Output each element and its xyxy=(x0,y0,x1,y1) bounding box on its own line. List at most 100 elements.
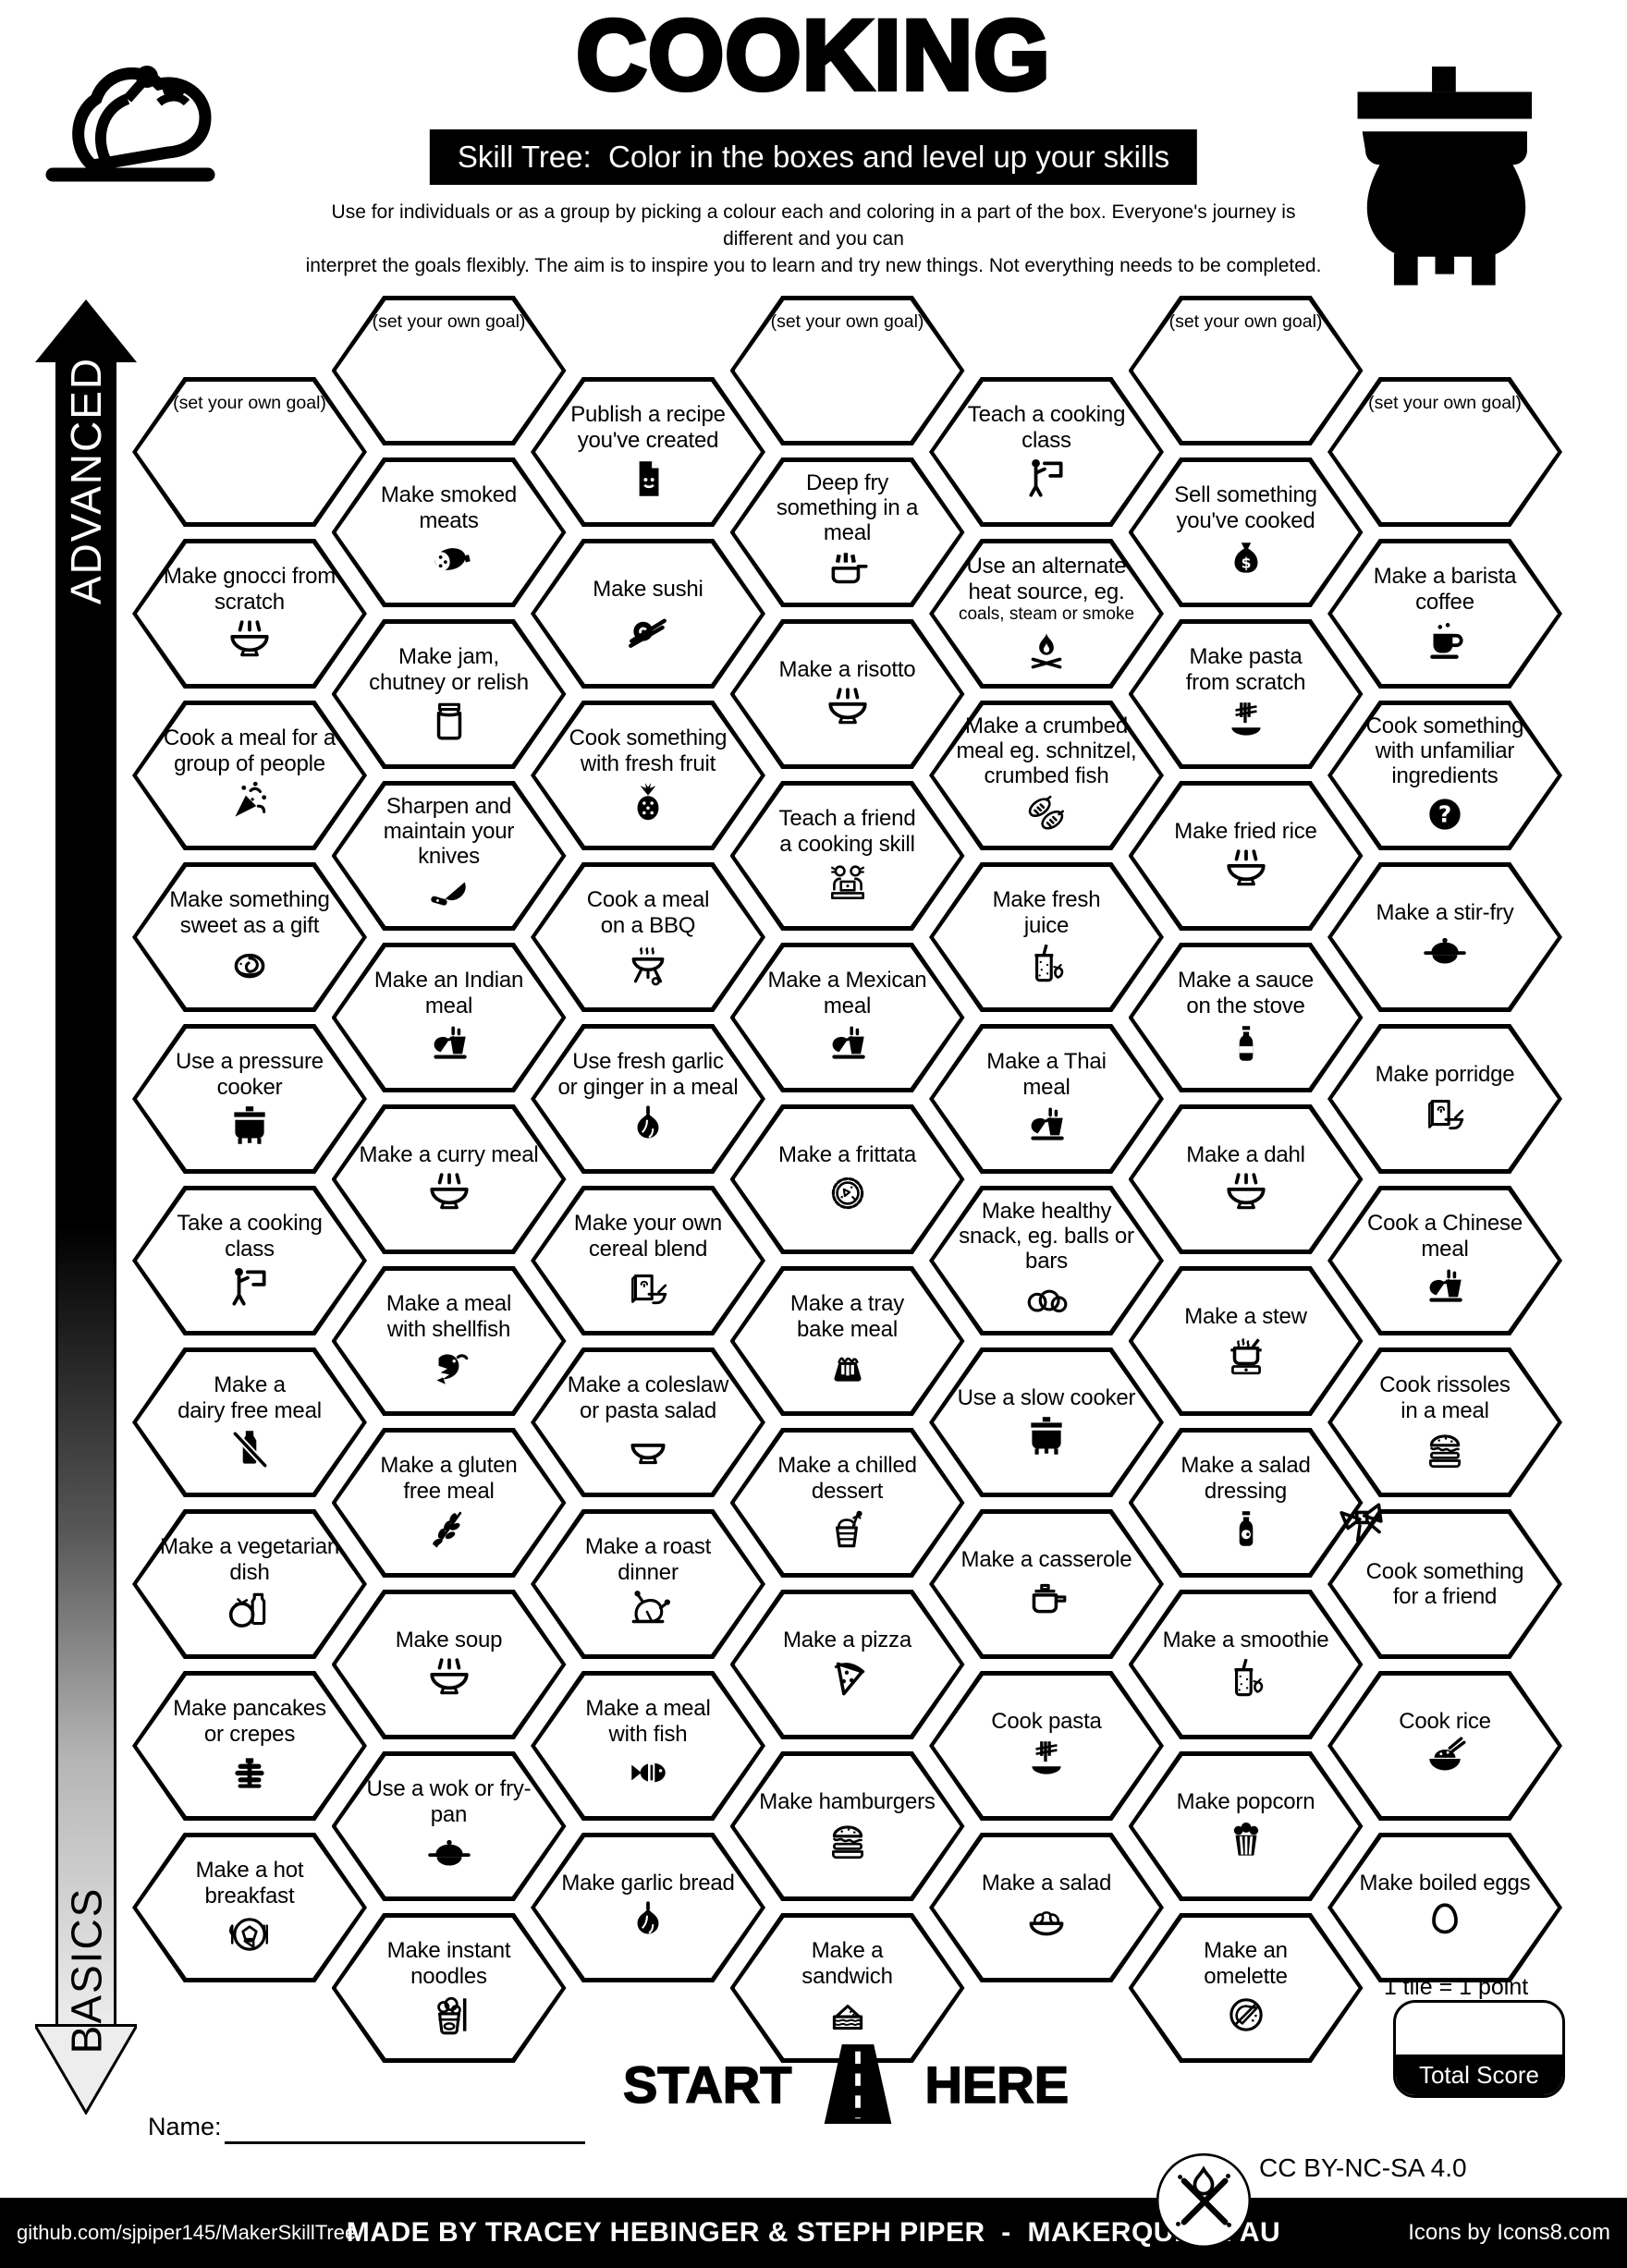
skill-hex-tile[interactable]: Make a Thai meal xyxy=(929,1024,1164,1174)
skill-hex-tile[interactable]: Make a Mexican meal xyxy=(729,943,965,1092)
name-input-line[interactable] xyxy=(225,2141,585,2144)
skill-hex-tile[interactable]: Make a gluten free meal xyxy=(331,1428,567,1578)
skill-hex-tile[interactable]: Make a vegetarian dish xyxy=(132,1509,367,1659)
skill-hex-tile[interactable]: Cook rice xyxy=(1327,1671,1562,1821)
hex-background xyxy=(934,1029,1159,1169)
skill-hex-tile[interactable]: Make fried rice xyxy=(1128,781,1364,931)
skill-hex-tile[interactable]: Make a barista coffee xyxy=(1327,539,1562,689)
hex-content: Make instant noodles xyxy=(336,1918,562,2058)
skill-hex-tile[interactable]: Cook pasta xyxy=(929,1671,1164,1821)
skill-hex-tile[interactable]: Deep fry something in a meal xyxy=(729,457,965,607)
skill-hex-tile[interactable]: Make a stew xyxy=(1128,1266,1364,1416)
skill-hex-tile[interactable]: Make a casserole xyxy=(929,1509,1164,1659)
skill-hex-tile[interactable]: Teach a friend a cooking skill xyxy=(729,781,965,931)
skill-hex-tile[interactable]: Use a wok or fry-pan xyxy=(331,1751,567,1901)
skill-hex-tile[interactable]: Make pancakes or crepes xyxy=(132,1671,367,1821)
skill-hex-tile[interactable]: Cook something for a friend xyxy=(1327,1503,1562,1659)
skill-hex-tile[interactable]: Cook something with unfamiliar ingredien… xyxy=(1327,701,1562,850)
skill-hex-tile[interactable]: Make hamburgers xyxy=(729,1751,965,1901)
skill-hex-tile[interactable]: Make a crumbed meal eg. schnitzel, crumb… xyxy=(929,701,1164,850)
skill-hex-tile[interactable]: Cook a meal for a group of people xyxy=(132,701,367,850)
skill-hex-tile[interactable]: Make a stir-fry xyxy=(1327,862,1562,1012)
license-text: CC BY-NC-SA 4.0 xyxy=(1259,2153,1467,2182)
skill-hex-tile[interactable]: Make a tray bake meal xyxy=(729,1266,965,1416)
skill-hex-tile[interactable]: Make an Indian meal xyxy=(331,943,567,1092)
skill-hex-tile[interactable]: Make a chilled dessert xyxy=(729,1428,965,1578)
goal-hex-tile[interactable]: (set your own goal) xyxy=(331,296,567,445)
skill-hex-tile[interactable]: Make your own cereal blend xyxy=(531,1186,765,1335)
skill-hex-tile[interactable]: Make garlic bread xyxy=(531,1833,765,1982)
skill-hex-tile[interactable]: Make gnocci from scratch xyxy=(132,539,367,689)
tile-label: Make a pizza xyxy=(783,1627,911,1652)
goal-hex-tile[interactable]: (set your own goal) xyxy=(1327,377,1562,527)
skill-hex-tile[interactable]: Sharpen and maintain your knives xyxy=(331,781,567,931)
hex-content: Use a wok or fry-pan xyxy=(336,1756,562,1896)
skill-hex-tile[interactable]: Publish a recipe you've created xyxy=(531,377,765,527)
skill-hex-tile[interactable]: Make a meal with shellfish xyxy=(331,1266,567,1416)
skill-hex-tile[interactable]: Make a roast dinner xyxy=(531,1509,765,1659)
sandwich-icon xyxy=(832,2004,862,2030)
skill-hex-tile[interactable]: Make a coleslaw or pasta salad xyxy=(531,1347,765,1497)
skill-hex-tile[interactable]: Make popcorn xyxy=(1128,1751,1364,1901)
skill-hex-tile[interactable]: Make a curry meal xyxy=(331,1104,567,1254)
skill-hex-tile[interactable]: Cook rissoles in a meal xyxy=(1327,1347,1562,1497)
hex-content: Make healthy snack, eg. balls or bars xyxy=(934,1190,1159,1331)
skill-hex-tile[interactable]: Make smoked meats xyxy=(331,457,567,607)
skill-hex-tile[interactable]: Cook something with fresh fruit xyxy=(531,701,765,850)
skill-hex-tile[interactable]: Use a pressure cooker xyxy=(132,1024,367,1174)
sushi-roll-icon xyxy=(629,618,667,649)
tile-label: Use a wok or fry-pan xyxy=(366,1776,532,1827)
skill-hex-tile[interactable]: Take a cooking class xyxy=(132,1186,367,1335)
skill-hex-tile[interactable]: Teach a cooking class xyxy=(929,377,1164,527)
goal-hex-tile[interactable]: (set your own goal) xyxy=(729,296,965,445)
skill-hex-tile[interactable]: Sell something you've cooked $ xyxy=(1128,457,1364,607)
total-score-box[interactable]: Total Score xyxy=(1393,2000,1565,2098)
skill-hex-tile[interactable]: Make a meal with fish xyxy=(531,1671,765,1821)
skill-hex-tile[interactable]: Use an alternate heat source, eg. coals, … xyxy=(929,539,1164,689)
skill-hex-tile[interactable]: Make a sauce on the stove xyxy=(1128,943,1364,1092)
steaming-bowl-icon xyxy=(429,1173,469,1210)
skill-hex-tile[interactable]: Cook a meal on a BBQ xyxy=(531,862,765,1012)
skill-hex-tile[interactable]: Make pasta from scratch xyxy=(1128,619,1364,769)
skill-hex-tile[interactable]: Make a dahl xyxy=(1128,1104,1364,1254)
skill-hex-tile[interactable]: Make something sweet as a gift xyxy=(132,862,367,1012)
skill-hex-tile[interactable]: Make jam, chutney or relish xyxy=(331,619,567,769)
hex-background xyxy=(535,1514,761,1654)
tile-label: Make popcorn xyxy=(1176,1788,1315,1814)
skill-hex-tile[interactable]: Make a salad xyxy=(929,1833,1164,1982)
skill-hex-tile[interactable]: Make soup xyxy=(331,1590,567,1739)
hex-background xyxy=(934,1190,1159,1331)
hex-content: Make your own cereal blend xyxy=(535,1190,761,1331)
boiled-egg-icon xyxy=(1432,1903,1458,1934)
skill-hex-tile[interactable]: Make a hot breakfast xyxy=(132,1833,367,1982)
hex-background xyxy=(1132,1433,1359,1573)
skill-hex-tile[interactable]: Make boiled eggs xyxy=(1327,1833,1562,1982)
hex-background xyxy=(137,1352,362,1493)
skill-hex-tile[interactable]: Make a risotto xyxy=(729,619,965,769)
skill-hex-tile[interactable]: Make fresh juice xyxy=(929,862,1164,1012)
garlic-icon xyxy=(637,1901,659,1934)
skill-hex-tile[interactable]: Use a slow cooker xyxy=(929,1347,1164,1497)
skill-hex-tile[interactable]: Make instant noodles xyxy=(331,1913,567,2063)
goal-hex-tile[interactable]: (set your own goal) xyxy=(132,377,367,527)
goal-hex-tile[interactable]: (set your own goal) xyxy=(1128,296,1364,445)
skill-hex-tile[interactable]: Make sushi xyxy=(531,539,765,689)
skill-hex-tile[interactable]: Use fresh garlic or ginger in a meal xyxy=(531,1024,765,1174)
skill-hex-tile[interactable]: Make a sandwich xyxy=(729,1913,965,2063)
skill-hex-tile[interactable]: Cook a Chinese meal xyxy=(1327,1186,1562,1335)
skill-hex-tile[interactable]: Make a salad dressing xyxy=(1128,1428,1364,1578)
skill-hex-tile[interactable]: Make a pizza xyxy=(729,1590,965,1739)
skill-hex-tile[interactable]: Make a dairy free meal xyxy=(132,1347,367,1497)
skill-hex-tile[interactable]: Make an omelette xyxy=(1128,1913,1364,2063)
steaming-bowl-icon xyxy=(827,688,867,725)
name-label: Name: xyxy=(148,2113,222,2140)
skill-hex-tile[interactable]: Make porridge xyxy=(1327,1024,1562,1174)
skill-hex-tile[interactable]: Make a smoothie xyxy=(1128,1590,1364,1739)
hex-background xyxy=(734,1271,960,1411)
skill-hex-tile[interactable]: Make a frittata xyxy=(729,1104,965,1254)
footer-github-link[interactable]: github.com/sjpiper145/MakerSkillTree xyxy=(17,2221,357,2244)
footer-icons8-credit[interactable]: Icons by Icons8.com xyxy=(1408,2220,1610,2245)
tile-label: Publish a recipe you've created xyxy=(570,402,726,453)
skill-hex-tile[interactable]: Make healthy snack, eg. balls or bars xyxy=(929,1186,1164,1335)
cereal-and-bowl-icon xyxy=(631,1274,667,1304)
